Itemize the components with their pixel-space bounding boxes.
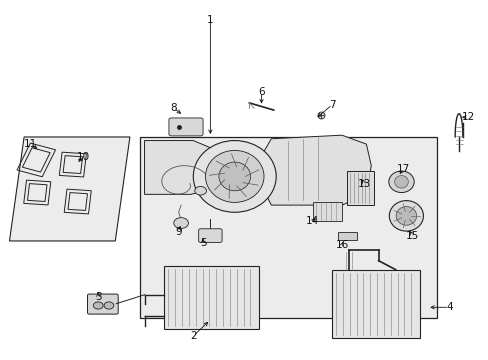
Polygon shape: [264, 135, 370, 205]
Text: 16: 16: [335, 239, 348, 249]
Text: 10: 10: [77, 152, 90, 162]
Text: 1: 1: [206, 15, 213, 26]
Text: 8: 8: [170, 103, 177, 113]
Ellipse shape: [395, 207, 416, 225]
Circle shape: [93, 302, 103, 309]
Text: 13: 13: [357, 179, 370, 189]
FancyBboxPatch shape: [87, 294, 118, 314]
Ellipse shape: [205, 150, 264, 202]
Polygon shape: [144, 140, 220, 194]
Ellipse shape: [219, 162, 250, 191]
Bar: [140, 137, 436, 318]
Text: 9: 9: [175, 227, 182, 237]
Bar: [163, 266, 259, 329]
Text: 11: 11: [24, 139, 38, 149]
Ellipse shape: [388, 201, 423, 231]
FancyBboxPatch shape: [168, 118, 203, 136]
Text: 12: 12: [461, 112, 474, 122]
Text: 2: 2: [190, 331, 196, 341]
Bar: [337, 232, 356, 240]
Bar: [312, 202, 341, 221]
Circle shape: [173, 218, 188, 228]
Bar: [331, 270, 419, 338]
Polygon shape: [9, 137, 130, 241]
Text: 5: 5: [199, 238, 206, 248]
Bar: [346, 171, 373, 205]
Text: 7: 7: [328, 100, 335, 110]
Text: 17: 17: [396, 164, 409, 174]
Text: 15: 15: [405, 231, 419, 240]
Circle shape: [194, 186, 206, 195]
Text: 6: 6: [258, 87, 264, 97]
FancyBboxPatch shape: [198, 229, 222, 242]
Text: 14: 14: [305, 216, 319, 226]
Ellipse shape: [388, 171, 413, 193]
Text: 4: 4: [445, 302, 452, 312]
Text: 3: 3: [95, 292, 102, 302]
Circle shape: [104, 302, 114, 309]
Ellipse shape: [394, 176, 407, 188]
Ellipse shape: [193, 140, 276, 212]
